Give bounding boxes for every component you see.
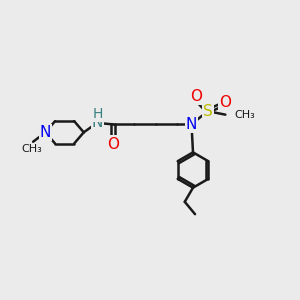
Text: O: O xyxy=(190,89,202,104)
Text: H: H xyxy=(92,107,103,121)
Text: N: N xyxy=(186,117,197,132)
Text: CH₃: CH₃ xyxy=(21,144,42,154)
Text: O: O xyxy=(107,136,119,152)
Text: S: S xyxy=(203,103,213,118)
Text: N: N xyxy=(92,116,103,130)
Text: N: N xyxy=(40,125,51,140)
Text: O: O xyxy=(219,95,231,110)
Text: CH₃: CH₃ xyxy=(234,110,255,120)
